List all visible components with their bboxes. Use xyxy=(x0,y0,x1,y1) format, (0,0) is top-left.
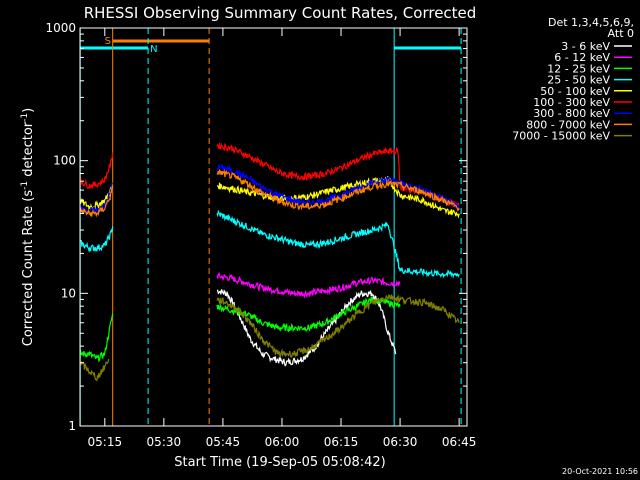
x-tick-label-3: 05:45 xyxy=(206,435,241,449)
legend-label-2: 6 - 12 keV xyxy=(554,51,610,64)
flag-label-night: N xyxy=(150,44,157,55)
legend-label-7: 300 - 800 keV xyxy=(533,107,610,120)
chart-title: RHESSI Observing Summary Count Rates, Co… xyxy=(84,4,477,22)
series-1 xyxy=(216,289,397,367)
y-axis-ticks: 1 10 100 1000 xyxy=(45,21,467,433)
series-8-line-2 xyxy=(216,168,460,212)
series-5-line-1 xyxy=(79,183,114,210)
legend-label-9: 7000 - 15000 keV xyxy=(512,130,610,143)
series-9 xyxy=(79,294,460,382)
series-6-line-1 xyxy=(79,152,114,190)
series-3-line-1 xyxy=(79,313,114,363)
y-axis-label-main: Corrected Count Rate (s xyxy=(21,190,36,347)
legend-header-line1: Det 1,3,4,5,6,9, xyxy=(548,16,634,29)
y-axis-label-sup2: -1 xyxy=(20,113,30,122)
y-axis-label-mid: detector xyxy=(21,121,36,181)
timestamp: 20-Oct-2021 10:56 xyxy=(562,467,638,476)
series-2 xyxy=(216,271,401,299)
legend-header-line2: Att 0 xyxy=(608,27,634,40)
y-axis-label-end: ) xyxy=(21,108,36,113)
y-tick-label-2: 10 xyxy=(61,286,76,300)
x-tick-label-6: 06:30 xyxy=(383,435,418,449)
series-1-line-1 xyxy=(216,289,397,367)
plot-area: SN xyxy=(79,28,462,426)
x-axis-label: Start Time (19-Sep-05 05:08:42) xyxy=(174,455,385,470)
x-tick-label-7: 06:45 xyxy=(442,435,477,449)
legend-label-3: 12 - 25 keV xyxy=(547,62,610,75)
series-4-line-2 xyxy=(216,209,460,279)
plot-frame xyxy=(79,27,468,427)
legend-label-8: 800 - 7000 keV xyxy=(526,118,610,131)
flag-label-saa: S xyxy=(105,36,111,47)
series-4-line-1 xyxy=(79,226,114,253)
series-8-line-1 xyxy=(79,185,114,218)
legend-label-1: 3 - 6 keV xyxy=(561,40,610,53)
series-9-line-1 xyxy=(79,358,110,382)
y-tick-label-1: 1 xyxy=(68,419,76,433)
y-tick-label-3: 100 xyxy=(53,154,76,168)
x-tick-label-1: 05:15 xyxy=(88,435,123,449)
series-4 xyxy=(79,209,460,279)
legend-label-6: 100 - 300 keV xyxy=(533,96,610,109)
x-tick-label-2: 05:30 xyxy=(147,435,182,449)
series-9-line-2 xyxy=(216,294,460,358)
x-tick-label-4: 06:00 xyxy=(265,435,300,449)
x-tick-label-5: 06:15 xyxy=(324,435,359,449)
series-2-line-1 xyxy=(216,271,401,299)
series-8 xyxy=(79,168,460,218)
series-3 xyxy=(79,296,401,363)
y-axis-label-sup1: -1 xyxy=(20,181,30,190)
y-axis-label: Corrected Count Rate (s-1 detector-1) xyxy=(20,108,36,346)
y-tick-label-4: 1000 xyxy=(45,21,76,35)
legend-label-5: 50 - 100 keV xyxy=(540,85,610,98)
x-axis-ticks: 05:15 05:30 05:45 06:00 06:15 06:30 06:45 xyxy=(88,28,477,449)
series-3-line-2 xyxy=(216,296,401,333)
legend-label-4: 25 - 50 keV xyxy=(547,74,610,87)
